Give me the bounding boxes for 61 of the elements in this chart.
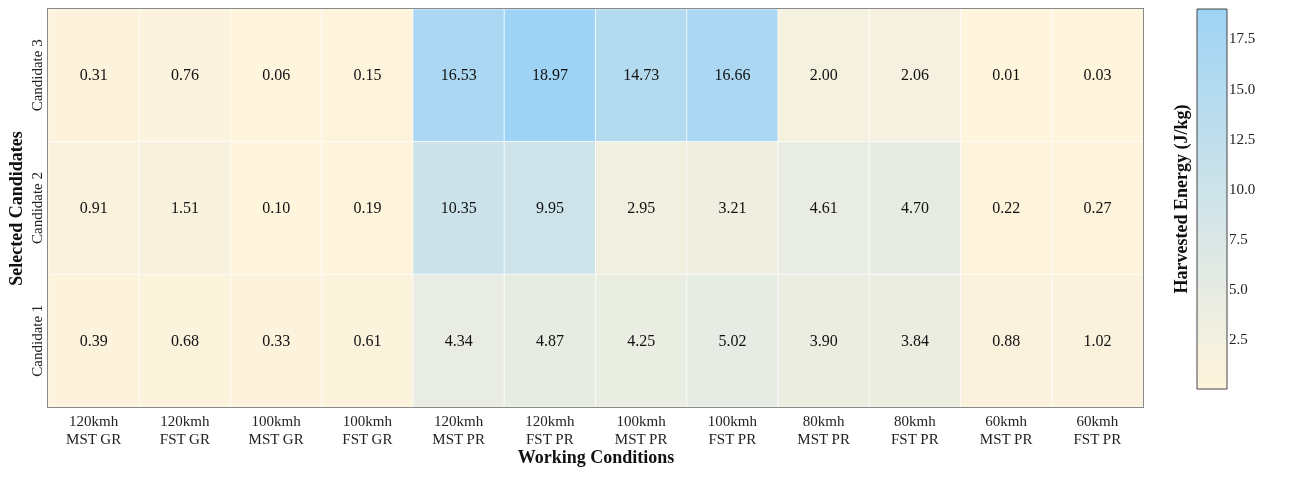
data-label: 16.53 <box>440 66 477 84</box>
color-bar-label: 15.0 <box>1229 80 1256 97</box>
data-label: 0.10 <box>262 199 291 216</box>
data-label: 4.61 <box>809 199 838 216</box>
data-label: 10.35 <box>440 199 477 216</box>
y-tick-label: Candidate 1 <box>28 304 45 377</box>
data-label: 0.27 <box>1083 199 1112 216</box>
x-tick-label: 100kmh MST GR <box>248 412 304 447</box>
color-bar-label: 5.0 <box>1229 280 1248 297</box>
data-label: 1.02 <box>1083 331 1112 349</box>
data-label: 3.84 <box>900 331 929 349</box>
color-bar-label: 7.5 <box>1229 230 1248 247</box>
data-label: 0.76 <box>170 66 199 84</box>
color-bar-title: Harvested Energy (J/kg) <box>1171 104 1192 294</box>
data-label: 0.31 <box>79 66 108 84</box>
data-label: 0.19 <box>353 199 382 216</box>
data-label: 2.06 <box>900 66 929 84</box>
y-tick-label: Candidate 2 <box>28 171 45 245</box>
data-label: 0.88 <box>992 331 1021 349</box>
color-bar-label: 10.0 <box>1229 180 1256 197</box>
x-tick-label: 100kmh MST PR <box>614 412 668 447</box>
data-label: 0.01 <box>992 66 1021 84</box>
data-label: 0.06 <box>262 66 291 84</box>
x-tick-label: 120kmh FST GR <box>159 412 210 447</box>
data-label: 18.97 <box>531 66 568 84</box>
color-bar-label: 17.5 <box>1229 30 1256 47</box>
color-bar-label: 12.5 <box>1229 130 1256 147</box>
x-axis-title: Working Conditions <box>517 446 675 467</box>
x-tick-label: 60kmh FST PR <box>1073 412 1122 447</box>
data-label: 0.39 <box>79 331 108 349</box>
data-label: 2.95 <box>627 199 656 216</box>
data-label: 0.61 <box>353 331 382 349</box>
y-tick-label: Candidate 3 <box>28 39 45 112</box>
y-axis-title: Selected Candidates <box>5 131 26 286</box>
data-label: 4.34 <box>444 331 473 349</box>
x-tick-label: 120kmh MST GR <box>66 412 122 447</box>
data-label: 1.51 <box>170 199 199 216</box>
x-tick-label: 100kmh FST PR <box>707 412 758 447</box>
data-label: 4.70 <box>900 199 929 216</box>
data-label: 0.91 <box>79 199 108 216</box>
x-tick-label: 120kmh MST PR <box>432 412 485 447</box>
data-label: 2.00 <box>809 66 838 84</box>
x-tick-label: 60kmh MST PR <box>979 412 1033 447</box>
data-label: 0.22 <box>992 199 1021 216</box>
data-label: 0.68 <box>170 331 199 349</box>
color-bar-label: 2.5 <box>1229 331 1248 348</box>
data-label: 4.87 <box>535 331 564 349</box>
data-label: 3.21 <box>718 199 747 216</box>
x-tick-label: 100kmh FST GR <box>342 412 393 447</box>
data-label: 0.03 <box>1083 66 1112 84</box>
data-label: 16.66 <box>714 66 751 84</box>
data-label: 14.73 <box>623 66 660 84</box>
data-label: 4.25 <box>627 331 656 349</box>
x-tick-label: 80kmh FST PR <box>891 412 939 447</box>
data-label: 5.02 <box>718 331 747 349</box>
x-tick-label: 80kmh MST PR <box>797 412 850 447</box>
x-tick-label: 120kmh FST PR <box>525 412 575 447</box>
data-label: 0.33 <box>262 331 291 349</box>
data-label: 9.95 <box>535 199 564 216</box>
data-label: 0.15 <box>353 66 382 84</box>
data-label: 3.90 <box>809 331 838 349</box>
